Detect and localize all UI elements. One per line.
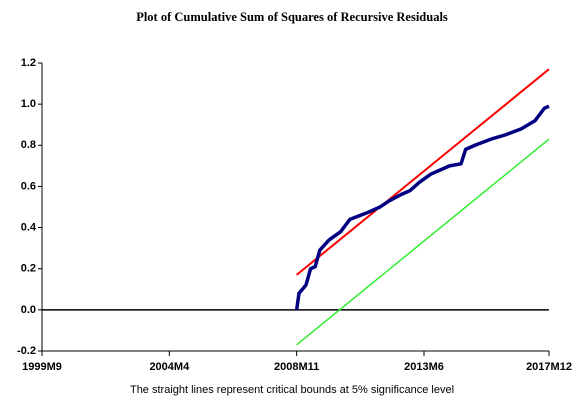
x-tick-label: 2004M4 bbox=[149, 361, 190, 373]
x-tick-label: 2017M12 bbox=[526, 361, 572, 373]
chart-title: Plot of Cumulative Sum of Squares of Rec… bbox=[136, 10, 448, 24]
series-line bbox=[296, 68, 550, 276]
x-tick-label: 2013M6 bbox=[404, 361, 444, 373]
y-tick-label: 0.4 bbox=[21, 221, 37, 233]
y-tick-label: 0.0 bbox=[21, 304, 36, 316]
y-tick-label: 0.2 bbox=[21, 263, 36, 275]
series-line bbox=[296, 138, 550, 346]
series-line bbox=[294, 104, 550, 311]
note: The straight lines represent critical bo… bbox=[130, 384, 454, 396]
y-tick-label: 0.8 bbox=[21, 139, 36, 151]
y-tick-label: -0.2 bbox=[17, 345, 36, 357]
y-tick-label: 1.2 bbox=[21, 57, 36, 69]
x-tick-label: 1999M9 bbox=[22, 361, 62, 373]
x-tick-label: 2008M11 bbox=[274, 361, 319, 373]
y-tick-label: 0.6 bbox=[21, 180, 36, 192]
y-tick-label: 1.0 bbox=[21, 98, 36, 110]
